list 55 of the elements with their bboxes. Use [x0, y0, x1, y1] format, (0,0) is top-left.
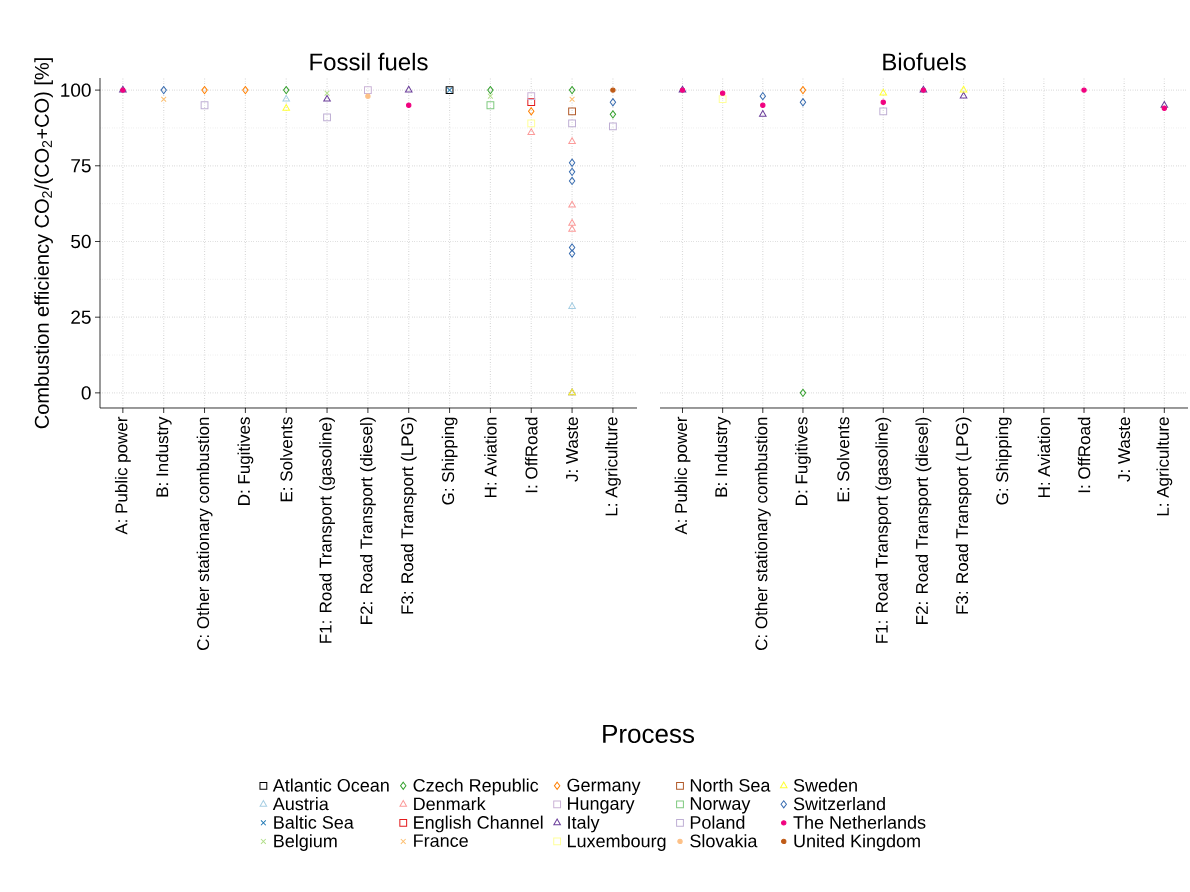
- x-tick-label: F1: Road Transport (gasoline): [875, 417, 892, 643]
- legend-label: Poland: [690, 815, 745, 829]
- y-tick-label: 100: [61, 83, 91, 97]
- x-tick-label: D: Fugitives: [795, 417, 811, 505]
- x-tick-label: C: Other stationary combustion: [754, 417, 771, 650]
- legend-label: Italy: [568, 815, 600, 833]
- x-axis-title: Process: [603, 724, 695, 744]
- legend-label: The Netherlands: [793, 815, 926, 829]
- legend-label: Czech Republic: [413, 778, 539, 796]
- x-tick-label: E: Solvents: [836, 417, 850, 502]
- legend-label: Atlantic Ocean: [272, 778, 389, 792]
- x-tick-label: H: Aviation: [484, 417, 497, 498]
- legend-label: United Kingdom: [794, 834, 920, 851]
- x-tick-label: H: Aviation: [1037, 417, 1051, 498]
- legend-label: Hungary: [568, 797, 635, 814]
- x-tick-label: A: Public power: [114, 416, 131, 535]
- x-tick-label: B: Industry: [714, 416, 731, 497]
- legend-label: Luxembourg: [568, 834, 666, 851]
- x-tick-label: J: Waste: [566, 417, 579, 482]
- legend-label: English Channel: [414, 815, 543, 833]
- chart-title: Fossil fuels: [310, 52, 428, 71]
- legend-label: France: [414, 834, 468, 848]
- x-tick-label: F2: Road Transport (diesel): [359, 417, 376, 624]
- y-tick-label: 0: [81, 386, 91, 400]
- legend-label: North Sea: [690, 778, 771, 792]
- x-tick-label: B: Industry: [155, 416, 172, 497]
- x-tick-label: E: Solvents: [279, 417, 293, 502]
- x-tick-label: A: Public power: [674, 416, 691, 535]
- chart-title: Biofuels: [883, 52, 966, 71]
- x-tick-label: D: Fugitives: [237, 417, 254, 505]
- legend-label: Slovakia: [690, 834, 758, 848]
- y-tick-label: 50: [71, 234, 91, 249]
- legend-label: Norway: [690, 797, 751, 814]
- legend-label: Baltic Sea: [274, 815, 354, 829]
- legend-label: Belgium: [274, 834, 337, 851]
- x-tick-label: G: Shipping: [441, 417, 458, 505]
- x-tick-label: J: Waste: [1118, 417, 1131, 482]
- y-axis-title: Combustion efficiency CO$_{2}$/(CO$_{2}$+CO) [%]: [34, 58, 53, 429]
- x-tick-label: G: Shipping: [995, 417, 1012, 505]
- legend-label: Germany: [567, 778, 641, 796]
- y-tick-label: 25: [71, 310, 91, 324]
- x-tick-label: I: OffRoad: [525, 417, 538, 493]
- x-tick-label: F3: Road Transport (LPG): [400, 417, 417, 614]
- x-tick-label: F1: Road Transport (gasoline): [319, 417, 335, 643]
- legend-label: Sweden: [793, 778, 857, 792]
- x-tick-label: F2: Road Transport (diesel): [915, 417, 932, 624]
- x-tick-label: L: Agriculture: [1156, 417, 1173, 516]
- x-tick-label: I: OffRoad: [1077, 417, 1091, 493]
- legend-label: Switzerland: [793, 797, 885, 811]
- x-tick-label: F3: Road Transport (LPG): [955, 417, 972, 614]
- x-tick-label: C: Other stationary combustion: [196, 417, 213, 650]
- legend-label: Denmark: [414, 797, 486, 811]
- legend-label: Austria: [272, 797, 329, 811]
- y-tick-label: 75: [71, 159, 91, 173]
- x-tick-label: L: Agriculture: [605, 417, 621, 516]
